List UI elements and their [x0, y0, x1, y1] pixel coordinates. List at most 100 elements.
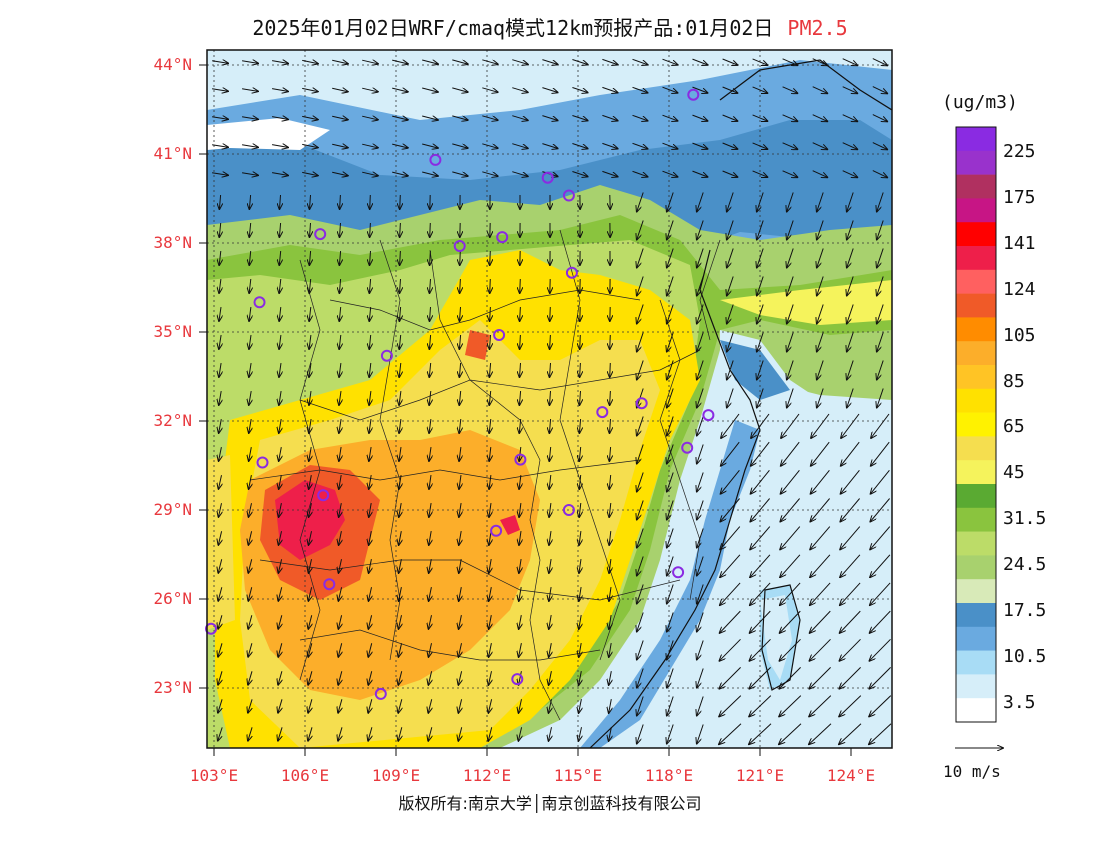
- wind-arrow: [749, 723, 772, 744]
- wind-arrow: [428, 699, 431, 713]
- wind-arrow: [459, 531, 461, 545]
- wind-arrow: [757, 332, 764, 352]
- wind-arrow: [279, 503, 282, 517]
- wind-arrow: [697, 612, 704, 632]
- wind-arrow: [339, 531, 342, 545]
- wind-arrow: [667, 472, 674, 492]
- colorbar-swatch: [956, 198, 996, 223]
- wind-arrow: [609, 615, 611, 629]
- wind-arrow: [847, 192, 854, 212]
- wind-arrow: [430, 250, 431, 265]
- wind-arrow: [279, 307, 281, 321]
- wind-arrow: [667, 444, 674, 464]
- wind-arrow: [549, 474, 551, 489]
- wind-arrow: [782, 114, 798, 121]
- wind-arrow: [810, 498, 830, 522]
- wind-arrow: [302, 60, 318, 63]
- wind-arrow: [697, 388, 704, 408]
- wind-arrow: [637, 416, 644, 436]
- wind-arrow: [721, 441, 740, 466]
- wind-arrow: [369, 531, 372, 545]
- wind-arrow: [692, 114, 708, 121]
- wind-arrow: [452, 115, 467, 120]
- wind-arrow: [579, 559, 581, 573]
- wind-arrow: [248, 643, 252, 656]
- wind-arrow: [340, 222, 341, 237]
- wind-arrow: [248, 559, 251, 573]
- wind-arrow: [877, 220, 884, 240]
- wind-arrow: [399, 306, 400, 321]
- wind-arrow: [399, 447, 401, 461]
- wind-arrow: [362, 60, 378, 64]
- wind-arrow: [609, 643, 611, 657]
- station-marker: [687, 88, 700, 101]
- wind-arrow: [422, 59, 438, 64]
- wind-arrow: [512, 143, 527, 149]
- wind-arrow: [602, 86, 617, 92]
- wind-arrow: [721, 469, 740, 493]
- wind-arrow: [817, 332, 824, 352]
- wind-arrow: [637, 248, 644, 268]
- wind-arrow: [727, 220, 734, 240]
- wind-arrow: [219, 503, 222, 517]
- colorbar-swatch: [956, 436, 996, 461]
- wind-arrow: [869, 667, 891, 688]
- wind-arrow: [429, 643, 432, 657]
- wind-arrow: [721, 413, 740, 438]
- wind-arrow: [399, 419, 401, 433]
- wind-arrow: [667, 584, 674, 604]
- wind-arrow: [248, 587, 251, 601]
- wind-arrow: [667, 360, 674, 380]
- wind-arrow: [542, 87, 557, 93]
- wind-arrow: [398, 727, 402, 741]
- wind-arrow: [667, 500, 674, 520]
- wind-arrow: [519, 643, 522, 657]
- wind-arrow: [310, 194, 311, 209]
- wind-arrow: [219, 194, 220, 209]
- wind-arrow: [459, 334, 460, 349]
- wind-arrow: [369, 334, 370, 349]
- title-variable: PM2.5: [787, 16, 848, 40]
- wind-arrow: [662, 86, 678, 93]
- wind-arrow: [579, 474, 580, 489]
- wind-arrow: [817, 248, 824, 268]
- wind-arrow: [609, 727, 612, 741]
- wind-arrow: [637, 724, 644, 744]
- wind-arrow: [749, 667, 771, 688]
- station-marker: [635, 397, 648, 410]
- lon-label-124: 124°E: [826, 766, 876, 785]
- wind-arrow: [632, 86, 648, 92]
- wind-arrow: [697, 696, 704, 716]
- colorbar-frame: [955, 126, 997, 723]
- wind-arrow: [309, 475, 312, 489]
- colorbar-swatch: [956, 150, 996, 175]
- wind-arrow: [392, 60, 408, 64]
- wind-arrow: [429, 390, 431, 405]
- wind-arrow: [609, 671, 612, 685]
- wind-arrow: [667, 528, 674, 548]
- wind-arrow: [332, 172, 348, 175]
- station-marker: [374, 687, 387, 700]
- wind-arrow: [219, 475, 222, 489]
- lon-label-103: 103°E: [189, 766, 239, 785]
- wind-arrow: [781, 413, 800, 438]
- wind-arrow: [812, 170, 828, 178]
- wind-arrow: [279, 531, 282, 545]
- wind-arrow: [490, 306, 491, 321]
- wind-arrow: [429, 334, 430, 349]
- wind-arrow: [249, 194, 250, 209]
- wind-arrow: [369, 559, 372, 573]
- wind-arrow: [727, 304, 734, 324]
- wind-arrow: [847, 360, 854, 380]
- wind-arrow: [458, 727, 461, 741]
- wind-arrow: [309, 278, 310, 293]
- city-station-markers: [205, 88, 715, 700]
- colorbar-label-175: 175: [1003, 187, 1036, 208]
- wind-arrow: [787, 276, 794, 296]
- wind-arrow: [817, 388, 824, 408]
- wind-arrow: [219, 307, 221, 321]
- wind-arrow: [369, 447, 371, 461]
- wind-arrow: [512, 115, 527, 121]
- wind-arrow: [362, 144, 378, 148]
- wind-arrow: [572, 143, 587, 149]
